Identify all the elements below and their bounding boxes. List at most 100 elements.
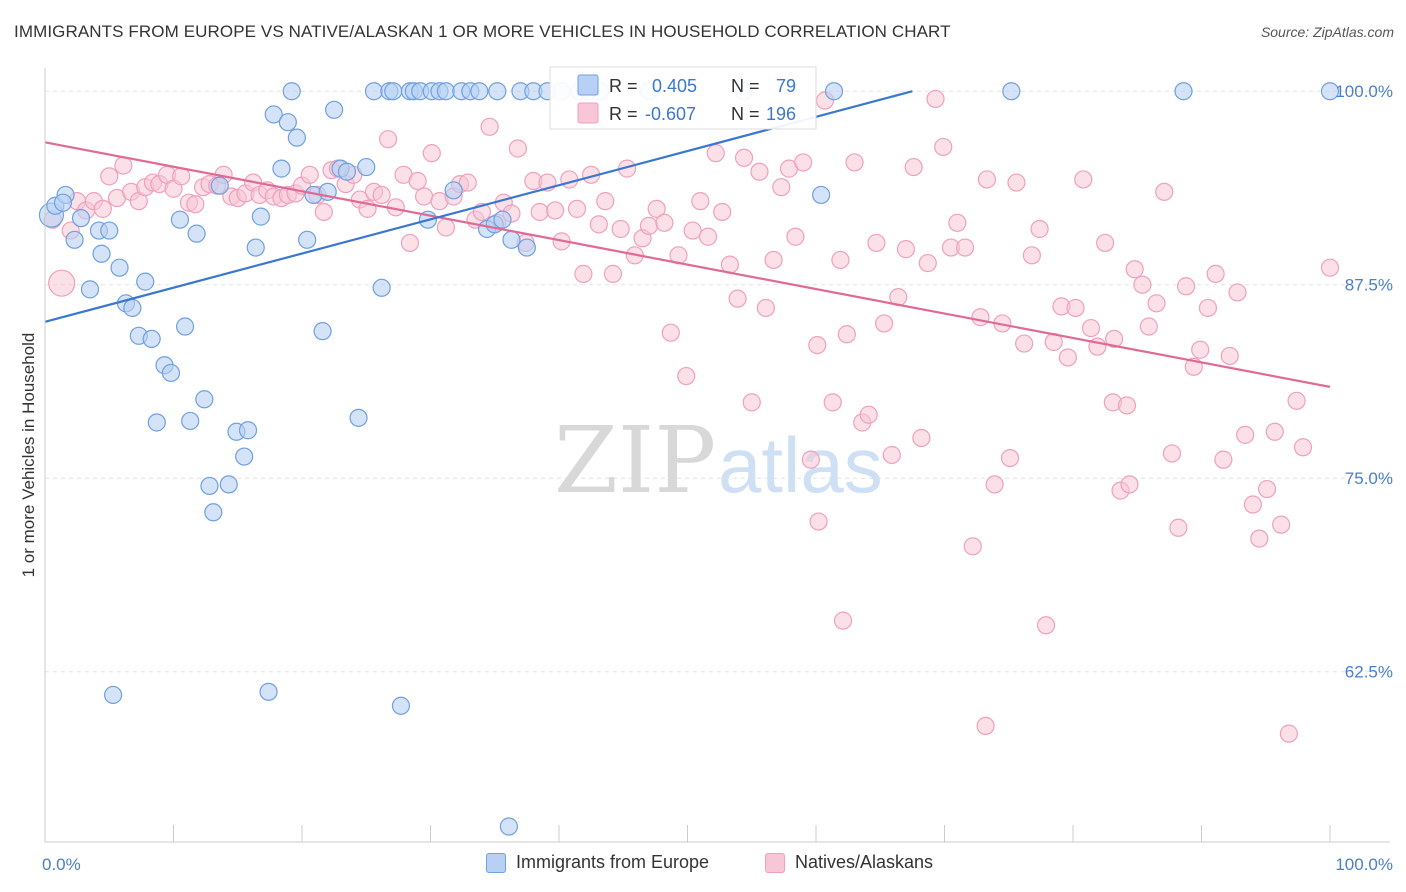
point-natives-90 xyxy=(698,227,718,246)
point-natives-67 xyxy=(530,202,549,222)
point-immigrants-47 xyxy=(364,82,384,101)
point-natives-84 xyxy=(655,213,674,232)
point-natives-96 xyxy=(742,393,761,412)
point-immigrants-40 xyxy=(313,322,332,341)
point-natives-72 xyxy=(567,199,587,218)
point-natives-115 xyxy=(882,445,901,465)
point-natives-166 xyxy=(1257,479,1277,499)
point-natives-103 xyxy=(794,153,813,172)
point-natives-105 xyxy=(808,335,827,355)
point-natives-134 xyxy=(1022,246,1041,265)
point-natives-127 xyxy=(971,308,990,327)
legend-n-label-1: N = xyxy=(731,76,760,96)
point-natives-159 xyxy=(1206,264,1225,283)
legend-label-immigrants: Immigrants from Europe xyxy=(516,852,710,872)
point-immigrants-12 xyxy=(123,298,142,318)
point-natives-88 xyxy=(683,221,702,240)
point-natives-98 xyxy=(756,298,775,318)
point-immigrants-64 xyxy=(488,82,507,101)
point-natives-129 xyxy=(985,475,1004,494)
axes xyxy=(44,68,1390,843)
point-immigrants-32 xyxy=(251,207,270,226)
watermark-zip: ZIP xyxy=(554,407,716,514)
point-natives-119 xyxy=(912,428,931,448)
x-tick-label-1: 100.0% xyxy=(1335,855,1393,874)
point-immigrants-30 xyxy=(238,421,258,440)
point-natives-1 xyxy=(48,269,76,297)
legend-swatch-immigrants xyxy=(486,852,506,873)
point-immigrants-33 xyxy=(264,105,283,124)
legend-r-label-1: R = xyxy=(609,76,638,96)
point-immigrants-16 xyxy=(147,413,166,432)
point-natives-117 xyxy=(896,240,916,259)
point-immigrants-19 xyxy=(170,210,190,229)
point-immigrants-9 xyxy=(100,221,119,240)
point-natives-100 xyxy=(772,178,791,197)
point-immigrants-84 xyxy=(391,696,411,715)
point-natives-142 xyxy=(1081,318,1101,338)
y-tick-label-1: 87.5% xyxy=(1345,276,1393,295)
series-immigrants-from-europe xyxy=(38,82,1340,836)
point-immigrants-45 xyxy=(349,408,368,427)
point-natives-148 xyxy=(1125,260,1144,279)
point-natives-9 xyxy=(114,156,133,175)
legend-r-value-2: -0.607 xyxy=(645,104,696,124)
point-natives-175 xyxy=(976,716,995,736)
point-natives-49 xyxy=(400,233,420,253)
point-natives-152 xyxy=(1155,182,1174,201)
point-natives-168 xyxy=(1272,515,1291,534)
point-natives-126 xyxy=(963,537,982,556)
point-natives-69 xyxy=(546,201,565,220)
point-immigrants-58 xyxy=(444,181,463,200)
point-natives-149 xyxy=(1133,275,1152,294)
watermark-atlas: atlas xyxy=(718,421,883,509)
point-natives-37 xyxy=(314,202,333,222)
point-natives-176 xyxy=(1105,329,1124,348)
point-natives-133 xyxy=(1015,334,1034,353)
source-label: Source: ZipAtlas.com xyxy=(1260,24,1394,40)
point-immigrants-18 xyxy=(161,363,181,383)
point-natives-7 xyxy=(100,167,119,186)
point-immigrants-65 xyxy=(493,210,512,229)
point-natives-151 xyxy=(1147,294,1166,313)
point-natives-76 xyxy=(596,192,615,211)
point-natives-132 xyxy=(1007,173,1026,192)
point-immigrants-48 xyxy=(372,278,391,297)
y-axis-label: 1 or more Vehicles in Household xyxy=(19,333,38,578)
point-immigrants-22 xyxy=(187,224,206,243)
point-natives-154 xyxy=(1169,518,1188,537)
series-natives-alaskans xyxy=(43,89,1340,743)
point-natives-155 xyxy=(1176,277,1196,296)
point-immigrants-68 xyxy=(517,238,536,257)
point-natives-153 xyxy=(1162,444,1182,463)
point-natives-150 xyxy=(1139,317,1158,336)
point-natives-177 xyxy=(1120,475,1139,494)
legend-box: R = 0.405 N = 79 R = -0.607 N = 196 xyxy=(549,66,817,130)
point-immigrants-10 xyxy=(110,258,129,277)
point-natives-109 xyxy=(837,325,856,344)
point-natives-158 xyxy=(1198,298,1218,318)
legend-n-label-2: N = xyxy=(731,104,760,124)
point-natives-125 xyxy=(955,238,975,257)
legend-swatch-pink xyxy=(577,102,599,124)
point-natives-82 xyxy=(639,216,659,235)
point-natives-87 xyxy=(677,366,696,386)
point-immigrants-61 xyxy=(470,82,489,101)
point-natives-6 xyxy=(93,199,112,218)
point-natives-75 xyxy=(589,215,608,234)
point-immigrants-36 xyxy=(282,82,301,101)
point-natives-73 xyxy=(574,264,593,283)
point-immigrants-8 xyxy=(92,244,111,263)
point-natives-71 xyxy=(560,170,579,189)
point-natives-122 xyxy=(934,137,953,157)
point-natives-131 xyxy=(1000,448,1020,468)
point-immigrants-50 xyxy=(384,82,403,101)
point-immigrants-79 xyxy=(1002,82,1021,101)
point-immigrants-78 xyxy=(824,82,844,101)
point-natives-19 xyxy=(186,195,205,214)
point-immigrants-15 xyxy=(142,329,161,348)
point-immigrants-6 xyxy=(80,280,100,299)
point-immigrants-83 xyxy=(259,682,278,701)
point-natives-95 xyxy=(734,148,754,167)
